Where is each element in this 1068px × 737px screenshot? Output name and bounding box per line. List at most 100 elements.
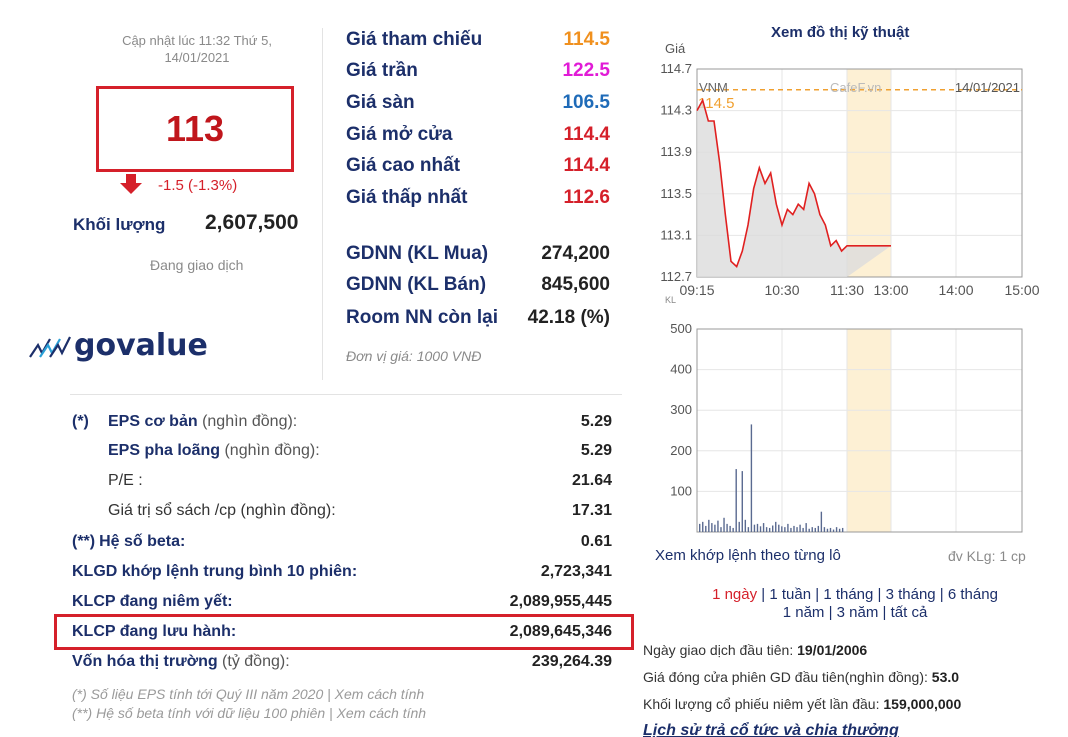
dividend-history-link[interactable]: Lịch sử trả cổ tức và chia thưởng <box>643 722 899 737</box>
beta-note[interactable]: (**) Hệ số beta tính với dữ liệu 100 phi… <box>72 705 427 721</box>
volume-bar <box>699 523 701 532</box>
volume-bar <box>753 524 756 532</box>
govalue-logo: govalue <box>28 328 208 363</box>
financial-label-note: P/E : <box>108 472 143 489</box>
price-row: Giá sàn 106.5 <box>346 89 610 117</box>
price-label: Giá tham chiếu <box>346 29 483 50</box>
financial-value: 239,264.39 <box>531 653 612 670</box>
volume-tick-label: 400 <box>670 362 692 377</box>
row-marker: (*) <box>72 413 89 430</box>
time-tick-label: 13:00 <box>873 282 908 298</box>
price-tick-label: 113.5 <box>660 186 692 201</box>
chart-waves-icon <box>29 336 71 358</box>
price-area <box>697 100 891 277</box>
info-value: 53.0 <box>931 669 960 685</box>
price-value: 114.4 <box>563 124 611 145</box>
volume-bar <box>723 517 725 532</box>
listing-info-row: Khối lượng cổ phiếu niêm yết lần đầu: 15… <box>643 696 961 712</box>
price-label: Giá mở cửa <box>346 124 453 145</box>
volume-label: Khối lượng <box>73 215 166 234</box>
volume-bar <box>841 527 844 532</box>
volume-bar <box>826 528 829 532</box>
volume-bar <box>756 523 759 532</box>
volume-bar <box>829 527 832 532</box>
period-option[interactable]: 1 tuần <box>769 586 812 603</box>
eps-note[interactable]: (*) Số liệu EPS tính tới Quý III năm 202… <box>72 686 425 702</box>
info-value: 19/01/2006 <box>797 642 868 658</box>
financial-row: KLGD khớp lệnh trung bình 10 phiên: 2,723… <box>72 557 612 587</box>
unit-note: Đơn vị giá: 1000 VNĐ <box>346 348 482 364</box>
period-separator: | <box>935 586 948 603</box>
volume-bar <box>775 521 777 532</box>
period-option[interactable]: 1 tháng <box>823 586 874 603</box>
chart-title[interactable]: Xem đồ thị kỹ thuật <box>771 24 910 41</box>
lunch-break-band-volume <box>847 329 891 532</box>
foreign-value: 274,200 <box>541 243 610 264</box>
volume-bar <box>729 525 731 532</box>
volume-bar <box>765 527 768 532</box>
financial-row: (*) EPS cơ bản (nghìn đồng): 5.29 <box>72 407 612 437</box>
price-value: 114.5 <box>563 29 611 50</box>
financial-label: KLCP đang lưu hành: <box>72 623 236 641</box>
price-tick-label: 114.7 <box>660 61 692 76</box>
price-axis-label: Giá <box>665 41 686 56</box>
listing-info-row: Ngày giao dịch đầu tiên: 19/01/2006 <box>643 642 867 658</box>
foreign-value: 845,600 <box>541 274 610 295</box>
logo-text: govalue <box>74 328 208 363</box>
price-row: Giá cao nhất 114.4 <box>346 152 610 180</box>
volume-bar <box>762 523 765 532</box>
financial-label-note: (nghìn đồng): <box>197 413 298 430</box>
period-option[interactable]: 3 năm <box>836 604 879 621</box>
volume-bar <box>772 525 774 532</box>
financial-row: Giá trị sổ sách /cp (nghìn đồng): 17.31 <box>72 496 612 526</box>
financial-label-main: KLCP đang niêm yết: <box>72 593 233 610</box>
update-time-line2: 14/01/2021 <box>164 50 230 65</box>
period-option[interactable]: 1 ngày <box>712 586 758 603</box>
price-line <box>696 98 891 269</box>
financial-row: (**) Hệ số beta: 0.61 <box>72 527 612 557</box>
volume-bar <box>726 523 728 532</box>
volume-axis-label: KL <box>665 295 676 305</box>
price-row: Giá thấp nhất 112.6 <box>346 184 610 212</box>
time-tick-label: 10:30 <box>764 282 799 298</box>
volume-unit: đv KLg: 1 cp <box>948 548 1026 564</box>
financial-label-main: Hệ số beta: <box>99 533 186 550</box>
period-option[interactable]: 1 năm <box>782 604 825 621</box>
period-separator: | <box>824 604 837 621</box>
price-tick-label: 113.9 <box>660 144 692 159</box>
volume-bar <box>768 527 771 532</box>
row-marker: (**) <box>72 533 96 550</box>
price-row: Giá trần 122.5 <box>346 57 610 85</box>
price-label: Giá thấp nhất <box>346 187 468 208</box>
price-label: Giá trần <box>346 60 418 81</box>
price-chart: 114.7 114.3 113.9 113.5 113.1 112.709:15 10:30… <box>660 41 1040 533</box>
trading-status: Đang giao dịch <box>150 257 244 273</box>
reference-label: 114.5 <box>698 95 734 112</box>
orders-by-lot-link[interactable]: Xem khớp lệnh theo từng lô <box>655 547 841 564</box>
foreign-value: 42.18 (%) <box>527 307 610 328</box>
update-time: Cập nhật lúc 11:32 Thứ 5, 14/01/2021 <box>92 32 302 66</box>
period-option[interactable]: 6 tháng <box>947 586 998 603</box>
price-change: -1.5 (-1.3%) <box>158 177 238 194</box>
time-tick-label: 15:00 <box>1004 282 1039 298</box>
volume-bar <box>702 521 704 532</box>
financial-label: KLCP đang niêm yết: <box>72 593 233 611</box>
volume-bar <box>735 469 737 532</box>
period-option[interactable]: tất cả <box>890 604 928 621</box>
volume-bar <box>814 527 816 532</box>
time-tick-label: 14:00 <box>938 282 973 298</box>
price-row: Giá tham chiếu 114.5 <box>346 26 610 54</box>
financial-label-note: Giá trị sổ sách /cp (nghìn đồng): <box>108 502 336 519</box>
volume-bar <box>744 519 747 532</box>
volume-bar <box>750 424 753 532</box>
highlight-box <box>54 614 634 650</box>
period-option[interactable]: 3 tháng <box>885 586 936 603</box>
financial-label-main: Vốn hóa thị trường <box>72 653 218 670</box>
time-tick-label: 11:30 <box>830 282 864 298</box>
foreign-row: GDNN (KL Bán) 845,600 <box>346 271 610 299</box>
volume-bar <box>714 524 716 532</box>
source-label: CafeF.vn <box>830 80 881 95</box>
financial-value: 0.61 <box>580 533 612 550</box>
financial-label: EPS pha loãng (nghìn đồng): <box>72 442 320 460</box>
financial-value: 2,089,955,445 <box>509 593 612 610</box>
